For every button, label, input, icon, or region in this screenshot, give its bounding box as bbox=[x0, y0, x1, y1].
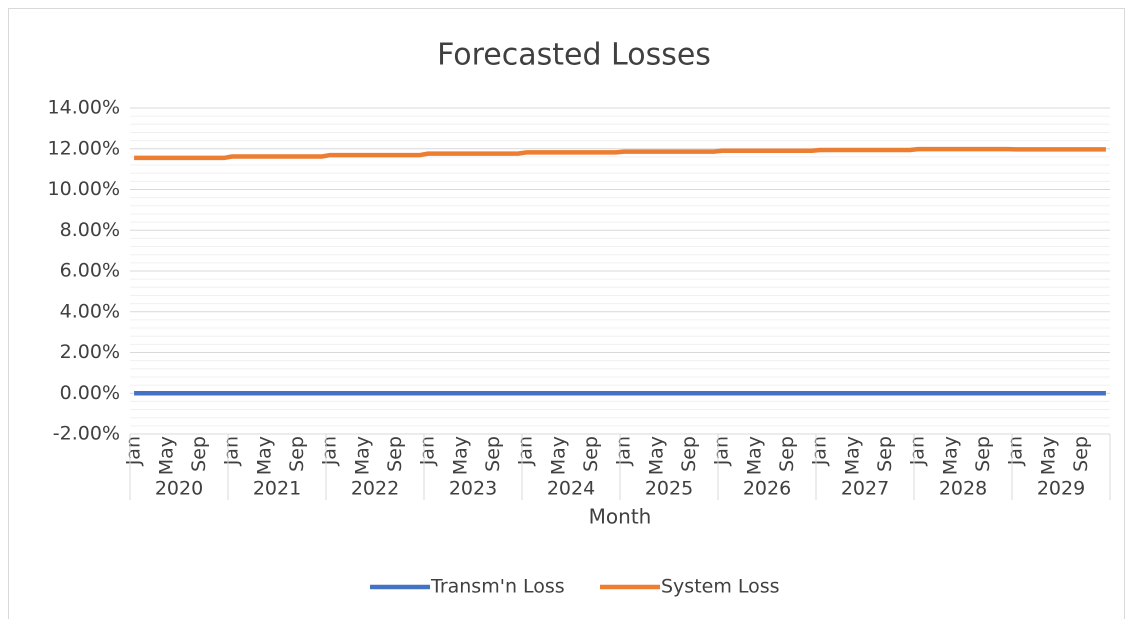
x-tick-label: May bbox=[449, 436, 471, 475]
x-tick-label: Sep bbox=[286, 436, 308, 472]
x-tick-label: Jan bbox=[907, 436, 929, 466]
x-tick-label: Jan bbox=[613, 436, 635, 466]
x-group-label: 2028 bbox=[939, 478, 987, 500]
x-tick-label: Jan bbox=[417, 436, 439, 466]
x-tick-label: Jan bbox=[221, 436, 243, 466]
x-tick-label: Sep bbox=[874, 436, 896, 472]
legend-label: Transm'n Loss bbox=[430, 576, 565, 598]
x-tick-label: Sep bbox=[482, 436, 504, 472]
x-tick-label: May bbox=[841, 436, 863, 475]
x-tick-label: Sep bbox=[678, 436, 700, 472]
x-tick-label: Sep bbox=[188, 436, 210, 472]
x-tick-label: Sep bbox=[972, 436, 994, 472]
x-group-label: 2022 bbox=[351, 478, 399, 500]
y-tick-label: 12.00% bbox=[48, 137, 120, 159]
x-group-label: 2024 bbox=[547, 478, 595, 500]
x-tick-label: May bbox=[1037, 436, 1059, 475]
x-group-label: 2023 bbox=[449, 478, 497, 500]
y-tick-label: 4.00% bbox=[60, 300, 120, 322]
x-tick-label: May bbox=[351, 436, 373, 475]
x-group-label: 2027 bbox=[841, 478, 889, 500]
chart-frame bbox=[8, 8, 1125, 623]
x-tick-label: May bbox=[253, 436, 275, 475]
x-tick-label: May bbox=[547, 436, 569, 475]
x-group-label: 2026 bbox=[743, 478, 791, 500]
legend-label: System Loss bbox=[661, 576, 780, 598]
x-group-label: 2029 bbox=[1037, 478, 1085, 500]
y-tick-label: 8.00% bbox=[60, 219, 120, 241]
x-group-label: 2020 bbox=[155, 478, 203, 500]
x-tick-label: Sep bbox=[1070, 436, 1092, 472]
x-tick-label: Jan bbox=[123, 436, 145, 466]
x-tick-label: Sep bbox=[580, 436, 602, 472]
x-tick-label: May bbox=[743, 436, 765, 475]
series-line bbox=[134, 146, 1106, 161]
x-tick-label: May bbox=[939, 436, 961, 475]
x-axis-title: Month bbox=[589, 505, 652, 529]
x-tick-label: Jan bbox=[711, 436, 733, 466]
y-tick-label: 14.00% bbox=[48, 97, 120, 119]
x-tick-label: Jan bbox=[319, 436, 341, 466]
x-group-label: 2021 bbox=[253, 478, 301, 500]
y-tick-label: -2.00% bbox=[53, 423, 120, 445]
y-tick-label: 2.00% bbox=[60, 341, 120, 363]
x-tick-label: May bbox=[645, 436, 667, 475]
y-tick-label: 6.00% bbox=[60, 260, 120, 282]
x-tick-label: May bbox=[155, 436, 177, 475]
x-group-label: 2025 bbox=[645, 478, 693, 500]
chart-title: Forecasted Losses bbox=[437, 38, 711, 73]
y-tick-label: 10.00% bbox=[48, 178, 120, 200]
x-tick-label: Jan bbox=[515, 436, 537, 466]
x-tick-label: Sep bbox=[384, 436, 406, 472]
x-tick-label: Sep bbox=[776, 436, 798, 472]
x-tick-label: Jan bbox=[809, 436, 831, 466]
x-tick-label: Jan bbox=[1005, 436, 1027, 466]
y-tick-label: 0.00% bbox=[60, 382, 120, 404]
